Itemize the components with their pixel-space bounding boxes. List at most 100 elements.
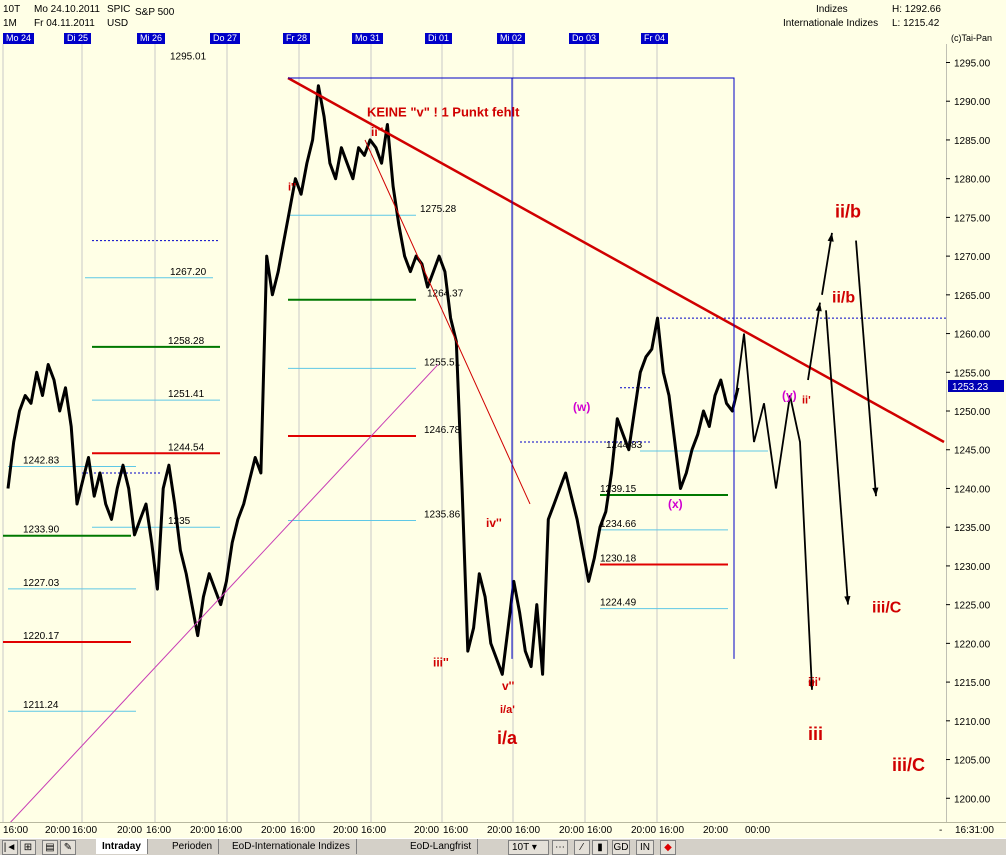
date-tag: Do 03 [569,33,600,44]
wave-label: v'' [502,679,515,693]
wave-label: iv'' [486,516,502,530]
wave-label: i'' [288,181,297,193]
low-label: L: 1215.42 [892,18,940,29]
time-axis: 16:00 20:00 16:00 20:00 16:00 20:00 16:00 20:00… [0,822,1006,839]
nav-first-icon[interactable]: |◄ [2,840,18,855]
date-tag: Fr 28 [283,33,311,44]
time-tick-label: 16:31:00 [955,825,994,836]
axis-tick-label: 1260.00 [954,330,991,341]
axis-tick-label: 1225.00 [954,601,991,612]
wave-label: i/a [497,728,518,748]
date-tag: Mo 31 [352,33,384,44]
date-tag: Mi 26 [137,33,166,44]
bar-icon[interactable]: ▮ [592,840,608,855]
price-level-label: 1267.20 [170,267,207,278]
date-tag: Di 01 [425,33,453,44]
edit-icon[interactable]: ✎ [60,840,76,855]
price-level-label: 1275.28 [420,204,457,215]
time-tick-label: 20:00 [117,825,143,836]
price-level-label: 1242.83 [23,456,60,467]
axis-tick-label: 1285.00 [954,136,991,147]
time-tick-label: 16:00 [361,825,387,836]
time-tick-label: 00:00 [745,825,771,836]
interval-label: 10T [3,4,21,15]
axis-tick-label: 1280.00 [954,175,991,186]
axis-tick-label: 1250.00 [954,407,991,418]
group-full-label: Internationale Indizes [783,18,879,29]
price-level-label: 1239.15 [600,484,637,495]
time-tick-label: 20:00 [559,825,585,836]
current-price-label: 1253.23 [952,382,989,393]
line-icon[interactable]: ⁄ [574,840,590,855]
price-level-label: 1244.83 [606,440,643,451]
interval-select[interactable]: 10T ▾ [508,840,549,855]
wave-label: iii/C [872,599,902,616]
axis-tick-label: 1255.00 [954,368,991,379]
in-button[interactable]: IN [636,840,654,855]
trendline-thin [364,139,531,505]
axis-tick-label: 1230.00 [954,562,991,573]
price-level-label: 1235.86 [424,510,461,521]
arrow-head [827,232,834,242]
axis-tick-label: 1200.00 [954,794,991,805]
projection-path-iib-a [807,302,821,381]
axis-tick-label: 1265.00 [954,291,991,302]
projection-path-iib-b [821,232,833,295]
date-bar: (c)Tai-Pan Mo 24 Di 25 Mi 26 Do 27 Fr 28 Mo 3… [0,33,1006,44]
time-tick-label: 20:00 [45,825,71,836]
price-chart[interactable]: 1295.01 1275.28 1267.20 1264.37 1258.28 1255.… [0,44,946,822]
axis-tick-label: 1245.00 [954,446,991,457]
current-price-box [948,379,1004,392]
grid-icon[interactable]: ⊞ [20,840,36,855]
tab-eod-internationale[interactable]: EoD-Internationale Indizes [226,839,357,854]
tab-intraday[interactable]: Intraday [96,839,148,854]
price-level-label: 1234.66 [600,519,637,530]
tab-bar: |◄ ⊞ ▤ ✎ Intraday Perioden EoD-Internati… [0,838,1006,855]
projection-path-iiic-a [825,310,849,605]
wave-label: ii'' [371,125,384,139]
date-tag: Fr 04 [641,33,669,44]
currency-label: USD [107,18,129,29]
price-series-line [6,84,740,676]
date-tag: Mi 02 [497,33,526,44]
price-level-label: 1244.54 [168,442,205,453]
price-level-label: 1295.01 [170,51,207,62]
time-tick-label: 20:00 [190,825,216,836]
tab-eod-langfrist[interactable]: EoD-Langfrist [404,839,479,854]
high-label: H: 1292.66 [892,4,941,15]
date-tag: Di 25 [64,33,92,44]
price-level-label: 1220.17 [23,631,60,642]
time-tick-label: 16:00 [290,825,316,836]
axis-tick-label: 1210.00 [954,717,991,728]
time-tick-label: 16:00 [587,825,613,836]
range-label: 1M [3,18,17,29]
copyright-label: (c)Tai-Pan [951,33,993,43]
date-from: Mo 24.10.2011 [34,4,100,15]
projection-path-iii [735,333,813,690]
axis-tick-label: 1270.00 [954,252,991,263]
symbol-label: SPIC [107,4,131,15]
price-level-label: 1251.41 [168,389,205,400]
wave-label: ii/b [832,290,855,307]
trendline [287,76,945,444]
group-label: Indizes [816,4,848,15]
gd-button[interactable]: GD [612,840,630,855]
tab-perioden[interactable]: Perioden [166,839,220,854]
wave-label: iii/C [892,755,925,775]
price-level-label: 1233.90 [23,525,60,536]
axis-tick-label: 1220.00 [954,639,991,650]
projection-path-iiic-b [855,240,877,497]
wave-label: (x) [668,497,683,511]
print-icon[interactable]: ▤ [42,840,58,855]
color-icon[interactable]: ◆ [660,840,676,855]
chart-header: 10T 1M Mo 24.10.2011 Fr 04.11.2011 SPIC … [0,0,1006,34]
price-level-label: 1224.49 [600,598,637,609]
wave-label: KEINE "v" ! 1 Punkt fehlt [367,105,520,120]
time-tick-label: 16:00 [659,825,685,836]
price-level-label: 1246.78 [424,425,461,436]
time-tick-label: 16:00 [146,825,172,836]
axis-tick-label: 1295.00 [954,58,991,69]
time-tick-label: 20:00 [487,825,513,836]
indicator-icon[interactable]: ⋯ [552,840,568,855]
price-level-label: 1258.28 [168,336,205,347]
